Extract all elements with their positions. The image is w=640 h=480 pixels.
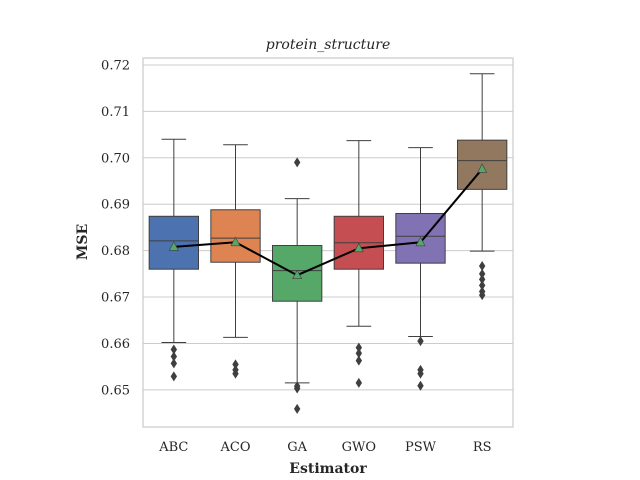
iqr-box [210,209,261,263]
box-ga [272,157,323,414]
outlier-point [170,344,178,355]
outlier-point [478,280,486,291]
outlier-point [355,348,363,359]
outlier-point [478,290,486,301]
outlier-point [293,403,301,414]
y-tick-label: 0.67 [101,291,130,306]
outlier-point [417,368,424,379]
outlier-point [417,336,424,347]
outlier-point [232,359,239,370]
outlier-point [355,377,363,388]
box-rs [457,73,508,301]
grid-lines [143,64,513,391]
x-axis-title: Estimator [289,461,367,477]
y-tick-label: 0.65 [101,383,130,398]
box-gwo [333,140,384,388]
mean-marker [415,236,426,247]
outlier-point [170,371,178,382]
x-tick-label: ABC [158,440,188,455]
box-psw [395,147,446,391]
y-tick-label: 0.71 [101,105,130,120]
mean-marker [230,236,241,247]
y-tick-label: 0.72 [101,58,130,73]
box-aco [210,144,261,379]
y-tick-labels: 0.65 0.66 0.67 0.68 0.69 0.70 0.71 0.72 [101,58,130,398]
x-tick-labels: ABC ACO GA GWO PSW RS [158,440,491,455]
mean-marker [168,241,179,251]
box-abc [148,138,200,382]
y-tick-label: 0.68 [101,244,130,259]
mean-connecting-line [173,168,483,277]
y-tick-label: 0.70 [101,151,130,166]
x-tick-label: GWO [342,440,376,455]
outlier-point [170,351,178,362]
outlier-point [170,358,178,369]
mean-marker [353,242,364,253]
outlier-point [417,380,424,391]
outlier-point [478,268,486,279]
outlier-point [293,383,301,394]
y-tick-label: 0.66 [101,337,130,352]
outlier-point [293,157,301,168]
y-tick-label: 0.69 [101,198,130,213]
x-tick-label: RS [473,440,492,455]
y-axis-title: MSE [75,224,91,260]
x-tick-label: PSW [405,440,437,455]
x-tick-label: GA [287,440,307,455]
mean-marker [477,163,488,173]
outlier-point [232,368,239,379]
chart-title: protein_structure [266,37,390,53]
mean-marker [292,269,303,280]
outlier-point [478,260,486,271]
plot-frame [142,57,514,428]
outlier-point [355,342,363,353]
outlier-point [478,274,486,285]
outlier-point [355,355,363,366]
x-tick-label: ACO [220,440,251,455]
mean-line [168,163,488,280]
